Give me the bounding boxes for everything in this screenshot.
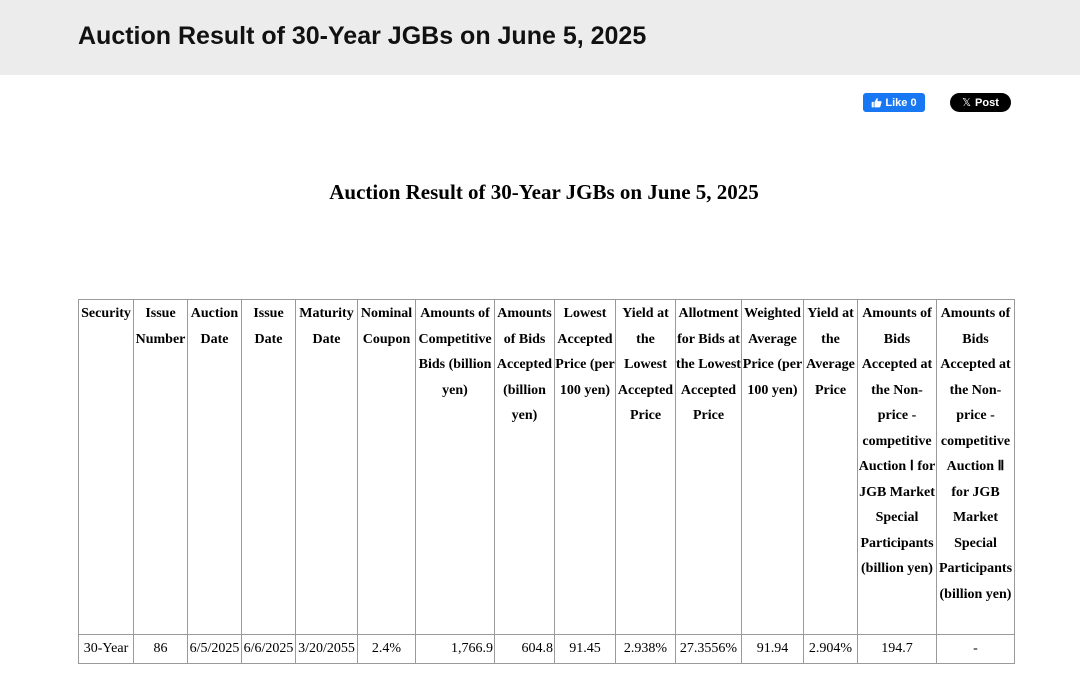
column-header: Yield at the Average Price	[803, 299, 858, 635]
table-cell: 30-Year	[78, 634, 134, 664]
table-cell: 3/20/2055	[295, 634, 358, 664]
post-label: Post	[975, 96, 999, 109]
column-header: Amounts of Bids Accepted at the Non-pric…	[936, 299, 1015, 635]
column-header: Weighted Average Price (per 100 yen)	[741, 299, 804, 635]
column-header: Allotment for Bids at the Lowest Accepte…	[675, 299, 742, 635]
column-header: Amounts of Bids Accepted (billion yen)	[494, 299, 555, 635]
document-title: Auction Result of 30-Year JGBs on June 5…	[329, 180, 759, 204]
table-header-row: Security Issue Number Auction Date Issue…	[78, 299, 1015, 635]
table-cell: 194.7	[857, 634, 937, 664]
table-cell: 91.94	[741, 634, 804, 664]
column-header: Auction Date	[187, 299, 242, 635]
column-header: Security	[78, 299, 134, 635]
page-title: Auction Result of 30-Year JGBs on June 5…	[78, 22, 647, 50]
like-label: Like 0	[885, 96, 917, 109]
column-header: Yield at the Lowest Accepted Price	[615, 299, 676, 635]
table-cell: 2.4%	[357, 634, 416, 664]
thumbs-up-icon	[872, 98, 882, 108]
table-cell: 604.8	[494, 634, 555, 664]
table-cell: -	[936, 634, 1015, 664]
table-cell: 2.938%	[615, 634, 676, 664]
column-header: Amounts of Competitive Bids (billion yen…	[415, 299, 495, 635]
table-cell: 91.45	[554, 634, 616, 664]
column-header: Issue Number	[133, 299, 188, 635]
x-logo-icon: 𝕏	[962, 97, 972, 109]
facebook-like-button[interactable]: Like 0	[863, 93, 925, 112]
table-cell: 1,766.9	[415, 634, 495, 664]
column-header: Nominal Coupon	[357, 299, 416, 635]
column-header: Issue Date	[241, 299, 296, 635]
header-band: Auction Result of 30-Year JGBs on June 5…	[0, 0, 1080, 75]
table-cell: 86	[133, 634, 188, 664]
table-cell: 6/5/2025	[187, 634, 242, 664]
table-cell: 27.3556%	[675, 634, 742, 664]
table-row: 30-Year 86 6/5/2025 6/6/2025 3/20/2055 2…	[78, 634, 1015, 664]
column-header: Amounts of Bids Accepted at the Non-pric…	[857, 299, 937, 635]
auction-result-table: Security Issue Number Auction Date Issue…	[78, 299, 1015, 664]
column-header: Maturity Date	[295, 299, 358, 635]
column-header: Lowest Accepted Price (per 100 yen)	[554, 299, 616, 635]
table-cell: 2.904%	[803, 634, 858, 664]
table-cell: 6/6/2025	[241, 634, 296, 664]
x-post-button[interactable]: 𝕏 Post	[950, 93, 1011, 112]
